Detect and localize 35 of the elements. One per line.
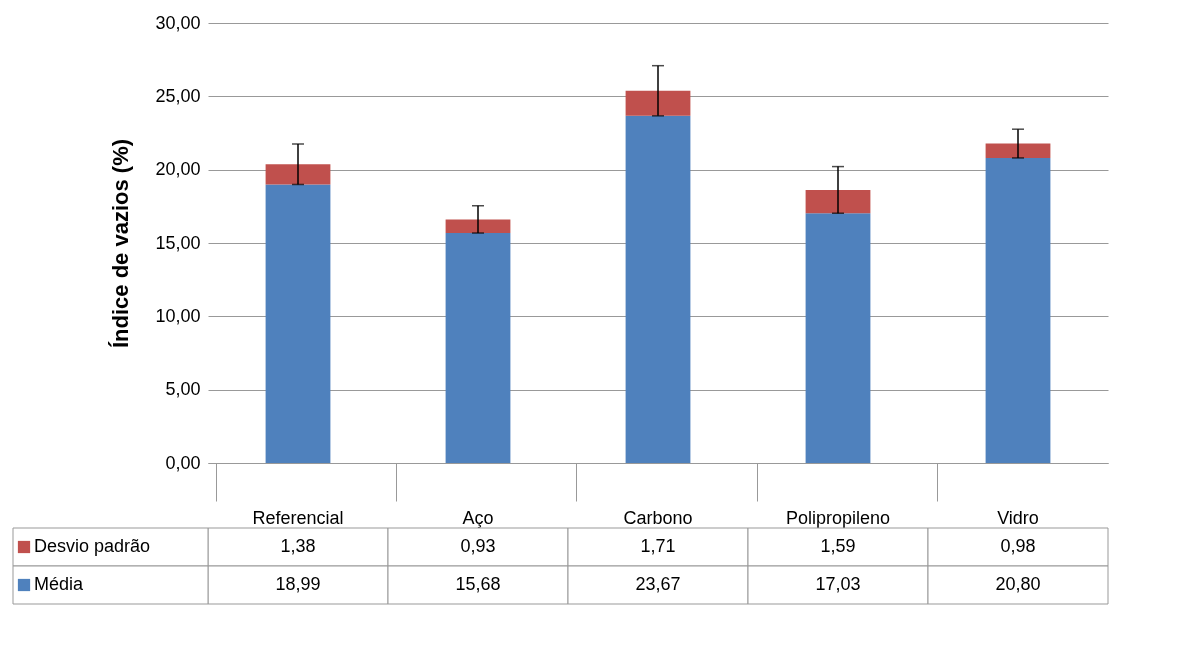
y-tick-label: 0,00 (165, 452, 201, 473)
x-tick-label: Polipropileno (785, 507, 891, 528)
data-label: 0,98 (1000, 536, 1036, 556)
y-tick-label: 15,00 (155, 232, 201, 253)
bar (985, 143, 1051, 158)
data-label: 1,71 (640, 536, 676, 556)
y-tick-label: 10,00 (155, 305, 201, 326)
data-label: 1,59 (820, 536, 856, 556)
bar (445, 233, 511, 463)
data-label: 23,67 (635, 574, 681, 594)
x-tick-label: Referencial (252, 507, 344, 528)
bar (265, 164, 331, 185)
bar (805, 213, 871, 463)
y-axis-title: Índice de vazios (%) (108, 138, 134, 349)
y-tick-label: 5,00 (165, 379, 201, 400)
data-label: 0,93 (460, 536, 496, 556)
bar (445, 219, 511, 234)
bar (625, 90, 691, 116)
bar (265, 184, 331, 463)
data-label: 17,03 (815, 574, 861, 594)
data-label: 20,80 (995, 574, 1041, 594)
x-tick-label: Carbono (623, 507, 693, 528)
x-tick-label: Aço (462, 507, 494, 528)
bar (625, 115, 691, 463)
legend-label: Média (34, 574, 85, 594)
data-label: 15,68 (455, 574, 501, 594)
data-label: 1,38 (280, 536, 316, 556)
data-label: 18,99 (275, 574, 321, 594)
legend-label: Desvio padrão (34, 536, 151, 556)
x-tick-label: Vidro (997, 507, 1039, 528)
y-tick-label: 25,00 (155, 85, 201, 106)
bar (985, 157, 1051, 463)
y-tick-label: 20,00 (155, 159, 201, 180)
y-tick-label: 30,00 (155, 12, 201, 33)
bar (805, 189, 871, 214)
